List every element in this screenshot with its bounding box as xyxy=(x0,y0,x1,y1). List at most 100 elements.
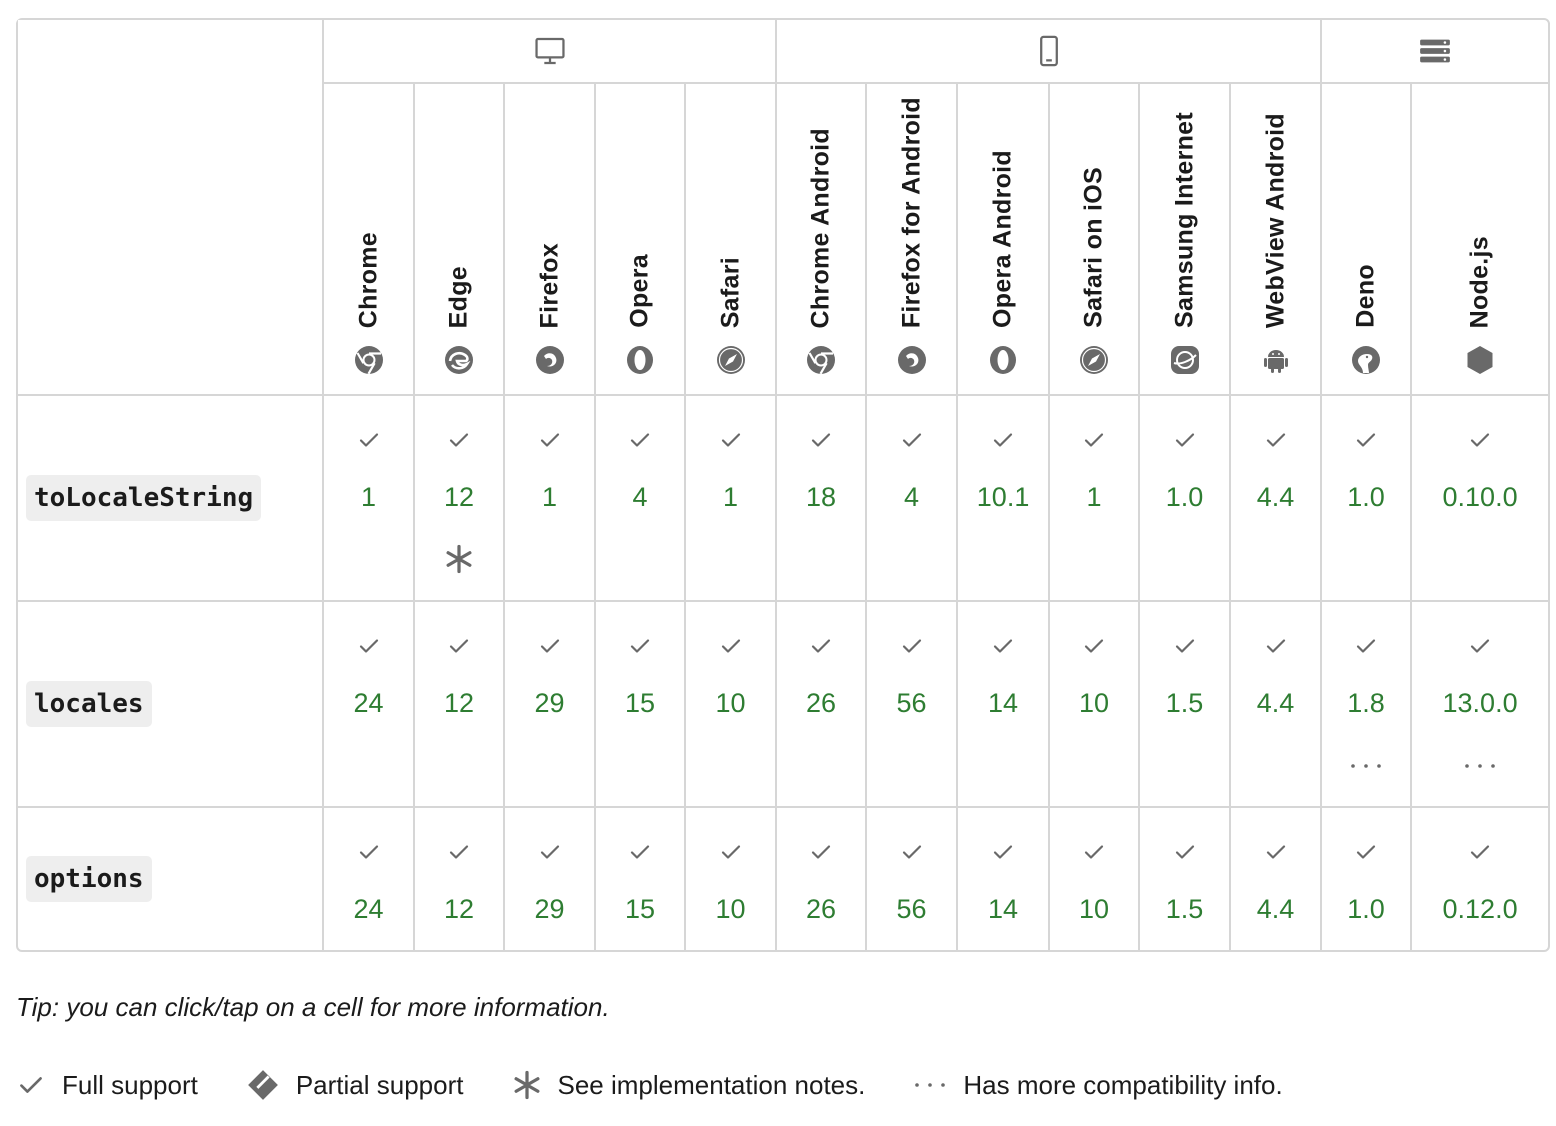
support-cell-firefox[interactable]: 29 xyxy=(505,602,596,808)
support-cell-samsung-internet[interactable]: 1.0 xyxy=(1140,396,1232,602)
browser-header-samsung-internet: Samsung Internet xyxy=(1140,84,1232,396)
firefox-icon xyxy=(534,344,566,376)
check-icon xyxy=(993,433,1013,447)
browser-name: Firefox for Android xyxy=(897,96,926,328)
feature-rows: toLocaleString 1 12 1 4 1 18 4 10.1 1 1.0 4.4 1.0 0.1… xyxy=(18,396,1549,950)
browser-name: Opera xyxy=(625,254,654,328)
version-number: 0.10.0 xyxy=(1442,482,1518,512)
support-cell-opera[interactable]: 15 xyxy=(596,808,686,950)
nodejs-icon xyxy=(1464,344,1496,376)
legend-label: See implementation notes. xyxy=(557,1069,866,1100)
check-icon xyxy=(359,639,378,653)
feature-name-cell: toLocaleString xyxy=(18,396,324,602)
chrome-icon xyxy=(805,344,837,376)
support-cell-safari[interactable]: 10 xyxy=(686,602,778,808)
legend-label: Partial support xyxy=(295,1069,464,1100)
legend-implementation-notes: See implementation notes. xyxy=(512,1069,866,1101)
support-cell-samsung-internet[interactable]: 1.5 xyxy=(1140,808,1232,950)
support-cell-opera-android[interactable]: 14 xyxy=(958,602,1051,808)
check-icon xyxy=(359,433,378,447)
browser-header-deno: Deno xyxy=(1322,84,1413,396)
support-cell-node-js[interactable]: 0.10.0 xyxy=(1412,396,1549,602)
check-icon xyxy=(630,639,650,653)
version-number: 56 xyxy=(896,894,927,924)
feature-name: options xyxy=(26,856,152,902)
check-icon xyxy=(811,433,831,447)
support-cell-safari-on-ios[interactable]: 10 xyxy=(1050,602,1141,808)
version-number: 1 xyxy=(723,482,739,512)
browser-name: Node.js xyxy=(1465,235,1494,328)
support-cell-chrome-android[interactable]: 18 xyxy=(777,396,868,602)
support-cell-chrome[interactable]: 1 xyxy=(324,396,415,602)
browser-name: Safari on iOS xyxy=(1079,167,1108,328)
browser-name: Firefox xyxy=(535,242,563,328)
support-cell-chrome[interactable]: 24 xyxy=(324,602,415,808)
support-cell-chrome-android[interactable]: 26 xyxy=(777,602,868,808)
version-number: 14 xyxy=(988,894,1019,924)
samsung-internet-icon xyxy=(1169,344,1201,376)
version-number: 15 xyxy=(624,688,656,718)
version-number: 1 xyxy=(541,482,558,512)
support-cell-safari-on-ios[interactable]: 1 xyxy=(1050,396,1141,602)
support-cell-edge[interactable]: 12 xyxy=(415,396,505,602)
version-number: 29 xyxy=(534,688,565,718)
version-number: 4.4 xyxy=(1256,688,1295,718)
support-cell-firefox[interactable]: 29 xyxy=(505,808,596,950)
support-cell-samsung-internet[interactable]: 1.5 xyxy=(1140,602,1232,808)
support-cell-firefox[interactable]: 1 xyxy=(505,396,596,602)
check-icon xyxy=(1356,845,1376,859)
support-cell-webview-android[interactable]: 4.4 xyxy=(1231,602,1323,808)
check-icon xyxy=(449,433,469,447)
check-icon xyxy=(1356,639,1376,653)
tip-text: Tip: you can click/tap on a cell for mor… xyxy=(16,992,610,1022)
version-number: 26 xyxy=(806,894,837,924)
support-cell-opera[interactable]: 15 xyxy=(596,602,686,808)
browser-name: Chrome Android xyxy=(806,127,835,329)
version-number: 1.0 xyxy=(1347,894,1385,924)
support-cell-webview-android[interactable]: 4.4 xyxy=(1231,808,1323,950)
support-cell-chrome[interactable]: 24 xyxy=(324,808,415,950)
support-cell-node-js[interactable]: 13.0.0 xyxy=(1412,602,1549,808)
platform-mobile xyxy=(777,20,1323,84)
support-cell-deno[interactable]: 1.0 xyxy=(1322,396,1413,602)
support-cell-firefox-for-android[interactable]: 56 xyxy=(867,808,959,950)
support-cell-firefox-for-android[interactable]: 4 xyxy=(867,396,959,602)
support-cell-safari-on-ios[interactable]: 10 xyxy=(1050,808,1141,950)
browser-name: Samsung Internet xyxy=(1170,112,1199,328)
browser-header-chrome-android: Chrome Android xyxy=(777,84,868,396)
support-cell-opera[interactable]: 4 xyxy=(596,396,686,602)
support-cell-safari[interactable]: 1 xyxy=(686,396,778,602)
corner-cell xyxy=(18,20,324,396)
browser-name: Deno xyxy=(1351,264,1380,328)
version-number: 24 xyxy=(353,688,384,718)
support-cell-edge[interactable]: 12 xyxy=(415,602,505,808)
version-number: 15 xyxy=(624,894,656,924)
version-number: 18 xyxy=(806,482,837,512)
safari-icon xyxy=(715,344,747,376)
support-cell-deno[interactable]: 1.0 xyxy=(1322,808,1413,950)
chrome-icon xyxy=(353,344,385,376)
support-cell-edge[interactable]: 12 xyxy=(415,808,505,950)
platform-header-row xyxy=(18,20,1549,396)
edge-icon xyxy=(443,344,475,376)
version-number: 13.0.0 xyxy=(1442,688,1518,718)
support-cell-opera-android[interactable]: 10.1 xyxy=(958,396,1051,602)
browser-name: Edge xyxy=(444,265,473,328)
support-cell-node-js[interactable]: 0.12.0 xyxy=(1412,808,1548,950)
check-icon xyxy=(811,845,831,859)
feature-name-cell: locales xyxy=(18,602,324,808)
browser-compatibility-table: Chrome Edge Firefox Opera Safari Chrome Andro… xyxy=(16,18,1551,952)
check-icon xyxy=(1470,433,1490,447)
support-cell-deno[interactable]: 1.8 xyxy=(1322,602,1413,808)
check-icon xyxy=(902,845,921,859)
support-cell-safari[interactable]: 10 xyxy=(686,808,778,950)
support-cell-firefox-for-android[interactable]: 56 xyxy=(867,602,959,808)
support-cell-webview-android[interactable]: 4.4 xyxy=(1231,396,1323,602)
server-icon xyxy=(1420,39,1450,63)
support-cell-chrome-android[interactable]: 26 xyxy=(777,808,868,950)
version-number: 1.5 xyxy=(1165,894,1204,924)
check-icon xyxy=(1084,433,1104,447)
support-cell-opera-android[interactable]: 14 xyxy=(958,808,1051,950)
mobile-icon xyxy=(1039,35,1058,67)
version-number: 1.0 xyxy=(1347,482,1385,512)
